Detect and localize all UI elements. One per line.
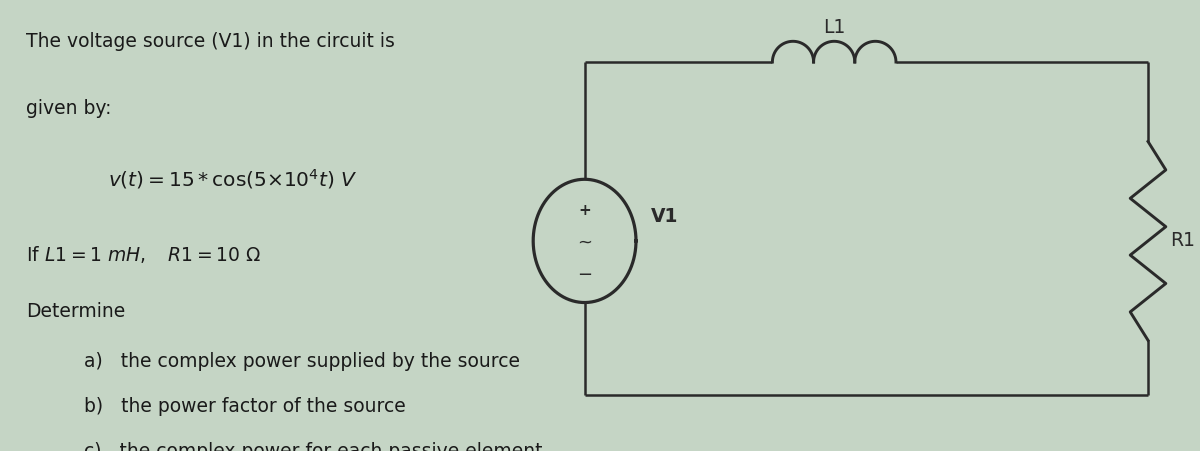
Text: given by:: given by:: [26, 99, 112, 118]
Text: $\mathrm{If}\ L1 = 1\ mH,\quad R1 = 10\ \Omega$: $\mathrm{If}\ L1 = 1\ mH,\quad R1 = 10\ …: [26, 244, 262, 265]
Text: V1: V1: [650, 207, 678, 226]
Text: a)   the complex power supplied by the source: a) the complex power supplied by the sou…: [84, 352, 520, 371]
Text: Determine: Determine: [26, 302, 126, 321]
Text: b)   the power factor of the source: b) the power factor of the source: [84, 397, 406, 416]
Text: −: −: [577, 266, 592, 284]
Text: R1: R1: [1170, 231, 1195, 250]
Text: ~: ~: [577, 234, 592, 252]
Text: c)   the complex power for each passive element: c) the complex power for each passive el…: [84, 442, 542, 451]
Text: L1: L1: [823, 18, 845, 37]
Text: The voltage source (V1) in the circuit is: The voltage source (V1) in the circuit i…: [26, 32, 395, 51]
Text: $v(t) = 15 * \cos(5{\times}10^{4}t)\ V$: $v(t) = 15 * \cos(5{\times}10^{4}t)\ V$: [108, 167, 358, 191]
Text: +: +: [578, 202, 590, 217]
